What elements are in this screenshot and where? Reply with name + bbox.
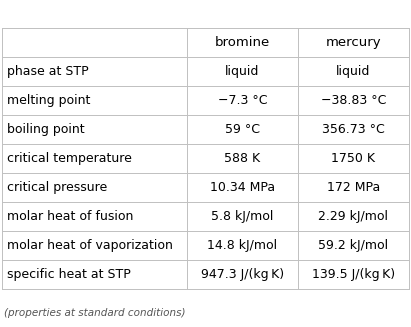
Text: 10.34 MPa: 10.34 MPa (210, 181, 275, 194)
Text: bromine: bromine (215, 36, 270, 49)
Text: melting point: melting point (7, 94, 91, 107)
Text: −38.83 °C: −38.83 °C (321, 94, 386, 107)
Text: 139.5 J/(kg K): 139.5 J/(kg K) (312, 268, 395, 281)
Text: molar heat of fusion: molar heat of fusion (7, 210, 134, 223)
Text: −7.3 °C: −7.3 °C (218, 94, 267, 107)
Text: critical pressure: critical pressure (7, 181, 108, 194)
Text: critical temperature: critical temperature (7, 152, 132, 165)
Text: boiling point: boiling point (7, 123, 85, 136)
Text: 172 MPa: 172 MPa (327, 181, 380, 194)
Text: 59.2 kJ/mol: 59.2 kJ/mol (319, 239, 388, 252)
Text: 14.8 kJ/mol: 14.8 kJ/mol (208, 239, 277, 252)
Text: phase at STP: phase at STP (7, 65, 89, 78)
Text: 1750 K: 1750 K (331, 152, 375, 165)
Text: liquid: liquid (225, 65, 260, 78)
Text: specific heat at STP: specific heat at STP (7, 268, 131, 281)
Text: liquid: liquid (336, 65, 371, 78)
Text: mercury: mercury (326, 36, 381, 49)
Text: 356.73 °C: 356.73 °C (322, 123, 385, 136)
Text: 5.8 kJ/mol: 5.8 kJ/mol (211, 210, 274, 223)
Text: 2.29 kJ/mol: 2.29 kJ/mol (319, 210, 388, 223)
Text: (properties at standard conditions): (properties at standard conditions) (4, 308, 186, 318)
Text: 59 °C: 59 °C (225, 123, 260, 136)
Text: molar heat of vaporization: molar heat of vaporization (7, 239, 173, 252)
Text: 947.3 J/(kg K): 947.3 J/(kg K) (201, 268, 284, 281)
Text: 588 K: 588 K (224, 152, 261, 165)
